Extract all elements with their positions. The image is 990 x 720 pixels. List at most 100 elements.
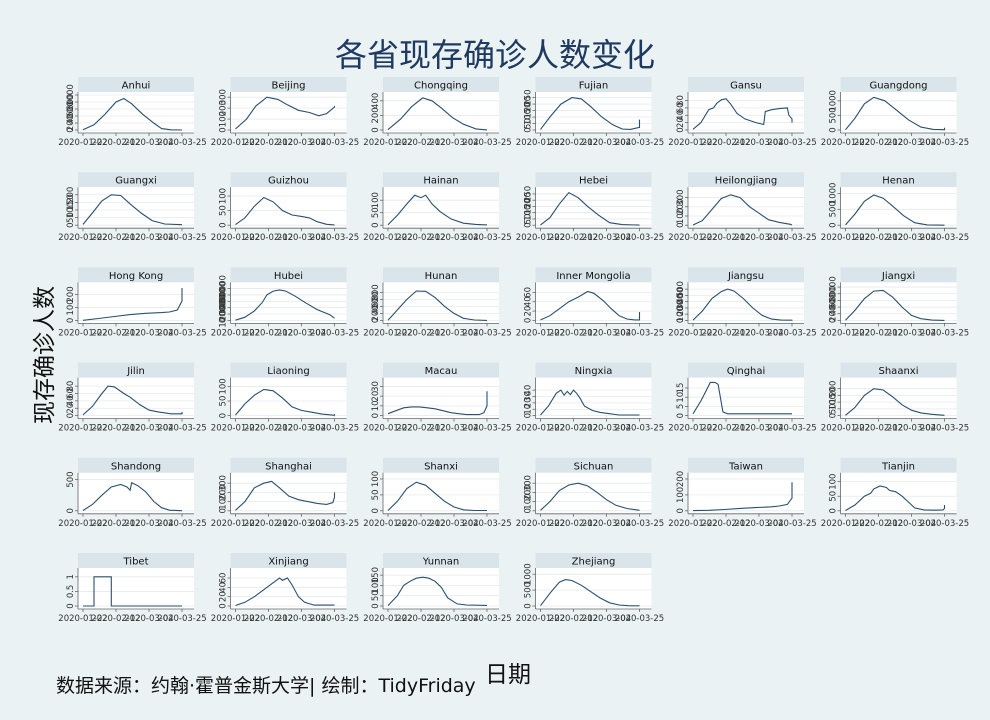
x-tick-label: 2020-03-25: [615, 424, 664, 434]
x-axis-label: 日期: [485, 655, 531, 689]
facet-tibet: Tibet00.512020-01-222020-02-122020-03-04…: [58, 553, 206, 624]
x-tick-label: 2020-03-25: [310, 424, 359, 434]
y-tick-label: 0: [219, 413, 229, 418]
facet-xinjiang: Xinjiang02040602020-01-222020-02-122020-…: [211, 553, 359, 624]
facet-strip-label: Xinjiang: [268, 557, 308, 568]
facet-strip-label: Hunan: [425, 271, 458, 282]
facet-inner-mongolia: Inner Mongolia02040602020-01-222020-02-1…: [516, 267, 664, 338]
source-note: 数据来源：约翰·霍普金斯大学| 绘制：TidyFriday: [56, 671, 476, 698]
y-tick-label: 200: [676, 471, 686, 487]
y-tick-label: 0: [829, 127, 839, 132]
x-tick-label: 2020-03-25: [157, 519, 206, 529]
facet-strip-label: Jilin: [126, 366, 145, 377]
x-tick-label: 2020-03-25: [157, 233, 206, 243]
plot-panel: [688, 378, 804, 419]
facet-strip-label: Liaoning: [267, 366, 309, 377]
plot-panel: [536, 92, 652, 133]
facet-sichuan: Sichuan01002003002020-01-222020-02-12202…: [516, 458, 664, 529]
facet-strip-label: Shandong: [111, 461, 161, 472]
y-tick-label: 0: [371, 413, 381, 418]
y-tick-label: 800: [371, 284, 381, 300]
facet-strip-label: Hebei: [579, 176, 608, 187]
y-tick-label: 250: [524, 186, 534, 202]
plot-panel: [688, 92, 804, 133]
plot-panel: [383, 378, 499, 419]
facet-strip-label: Sichuan: [574, 461, 614, 472]
y-tick-label: 1000: [524, 563, 534, 585]
x-tick-label: 2020-03-25: [462, 233, 511, 243]
facet-hainan: Hainan0501002020-01-222020-02-122020-03-…: [363, 172, 511, 243]
y-tick-label: 1: [66, 574, 76, 579]
plot-panel: [78, 282, 194, 323]
plot-panel: [231, 92, 347, 133]
y-tick-label: 400: [371, 93, 381, 109]
facet-jilin: Jilin0204060802020-01-222020-02-122020-0…: [58, 363, 206, 434]
plot-panel: [78, 378, 194, 419]
facet-hubei: Hubei010000200003000040000500002020-01-2…: [211, 267, 359, 338]
y-tick-label: 300: [219, 475, 229, 491]
facet-strip-label: Heilongjiang: [715, 176, 777, 187]
y-tick-label: 100: [219, 188, 229, 204]
facet-shaanxi: Shaanxi0501001502002020-01-222020-02-122…: [821, 363, 969, 434]
facet-hunan: Hunan02004006008002020-01-222020-02-1220…: [363, 267, 511, 338]
y-tick-label: 0: [219, 603, 229, 608]
facet-shanxi: Shanxi0501002020-01-222020-02-122020-03-…: [363, 458, 511, 529]
facet-strip-label: Henan: [882, 176, 914, 187]
y-tick-label: 500: [66, 471, 76, 487]
y-tick-label: 60: [524, 287, 534, 298]
facet-shanghai: Shanghai01002003002020-01-222020-02-1220…: [211, 458, 359, 529]
y-tick-label: 1000: [829, 276, 839, 298]
y-tick-label: 5: [676, 404, 686, 409]
facet-strip-label: Chongqing: [414, 81, 468, 92]
y-tick-label: 0: [219, 222, 229, 227]
y-tick-label: 0: [524, 603, 534, 608]
facet-qinghai: Qinghai0510152020-01-222020-02-122020-03…: [668, 363, 816, 434]
facet-strip-label: Guizhou: [268, 176, 309, 187]
x-tick-label: 2020-03-25: [462, 328, 511, 338]
y-tick-label: 0: [829, 222, 839, 227]
plot-panel: [78, 473, 194, 514]
y-tick-label: 0: [66, 603, 76, 608]
y-tick-label: 200: [829, 381, 839, 397]
facet-strip-label: Hubei: [274, 271, 303, 282]
y-tick-label: 0: [66, 508, 76, 513]
y-tick-label: 1000: [829, 90, 839, 112]
x-tick-label: 2020-03-25: [920, 424, 969, 434]
y-axis-label: 现存确诊人数: [25, 286, 59, 424]
plot-panel: [231, 187, 347, 228]
y-tick-label: 300: [219, 89, 229, 105]
x-tick-label: 2020-03-25: [310, 233, 359, 243]
y-tick-label: 1000: [829, 183, 839, 205]
y-tick-label: 300: [676, 189, 686, 205]
y-tick-label: 30: [371, 381, 381, 392]
y-tick-label: 0: [676, 413, 686, 418]
x-tick-label: 2020-03-25: [615, 519, 664, 529]
y-tick-label: 100: [219, 378, 229, 394]
x-tick-label: 2020-03-25: [462, 138, 511, 148]
y-tick-label: 50: [219, 396, 229, 407]
x-tick-label: 2020-03-25: [157, 424, 206, 434]
facet-jiangxi: Jiangxi020040060080010002020-01-222020-0…: [821, 267, 969, 338]
facet-strip-label: Hong Kong: [109, 271, 163, 282]
facet-zhejiang: Zhejiang050010002020-01-222020-02-122020…: [516, 553, 664, 624]
x-tick-label: 2020-03-25: [157, 614, 206, 624]
plot-panel: [383, 568, 499, 609]
x-tick-label: 2020-03-25: [310, 138, 359, 148]
x-tick-label: 2020-03-25: [920, 519, 969, 529]
y-tick-label: 250: [524, 89, 534, 105]
facet-strip-label: Inner Mongolia: [556, 271, 630, 282]
facet-strip-label: Qinghai: [727, 366, 766, 377]
plot-panel: [536, 282, 652, 323]
facet-strip-label: Tianjin: [881, 461, 915, 472]
x-tick-label: 2020-03-25: [767, 424, 816, 434]
plot-panel: [231, 378, 347, 419]
x-tick-label: 2020-03-25: [615, 138, 664, 148]
facet-strip-label: Shaanxi: [879, 366, 919, 377]
facet-yunnan: Yunnan0501001502020-01-222020-02-122020-…: [363, 553, 511, 624]
x-tick-label: 2020-03-25: [310, 614, 359, 624]
y-tick-label: 300: [524, 475, 534, 491]
y-tick-label: 0: [371, 603, 381, 608]
